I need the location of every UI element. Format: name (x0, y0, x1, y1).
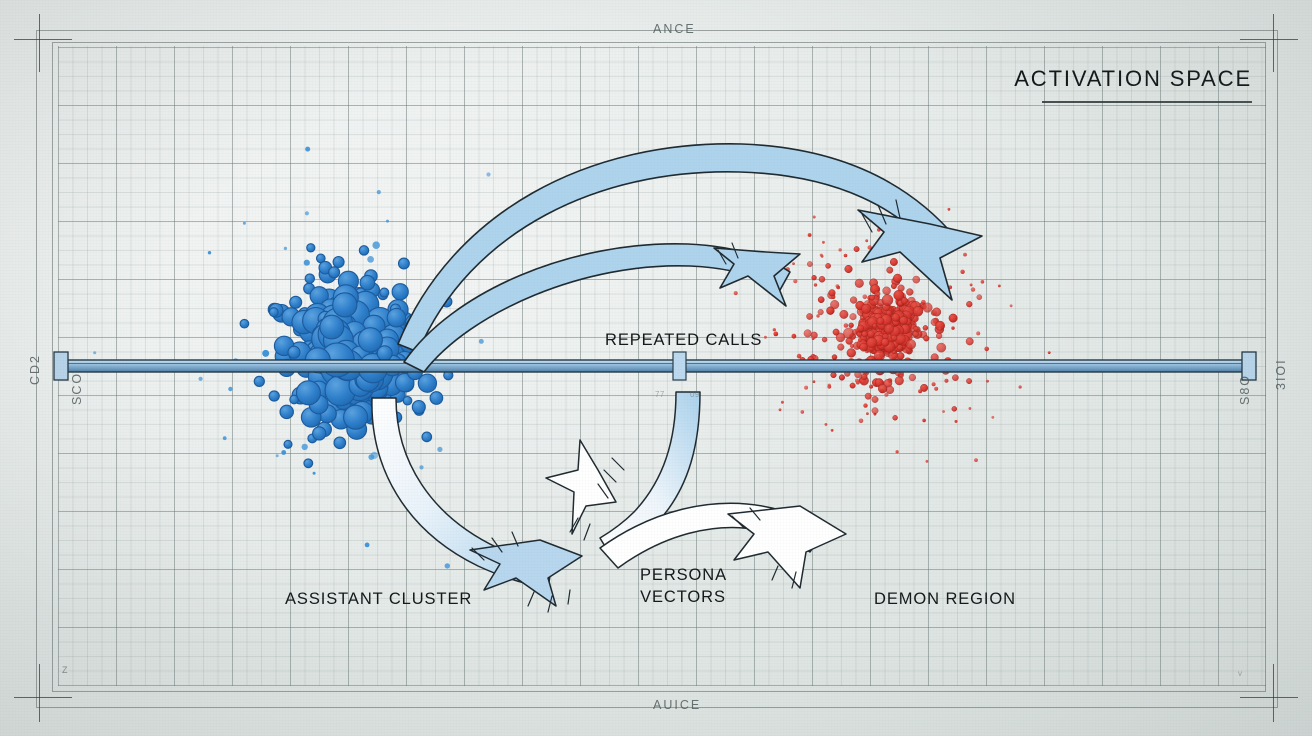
horizontal-axis-bar (53, 351, 1257, 381)
flow-arrow-assistant-to-demon-lower (403, 242, 801, 373)
edge-label-bottom: AUICE (653, 698, 702, 712)
label-persona-vectors-line1: PERSONA (640, 566, 728, 584)
flow-arrow-assistant-to-demon-upper (397, 143, 983, 353)
flow-arrow-persona-to-demon (599, 502, 847, 589)
corner-mark-bottom-left: Z (62, 665, 69, 675)
label-repeated-calls: REPEATED CALLS (605, 331, 763, 349)
registration-mark-bottom-left-h (14, 697, 72, 698)
registration-mark-bottom-right-h (1240, 697, 1298, 698)
axis-tick-label-right: 09 (690, 390, 700, 399)
registration-mark-top-left-v (39, 14, 40, 72)
edge-label-right-inner: S8O (1238, 373, 1252, 405)
registration-mark-bottom-right-v (1273, 664, 1274, 722)
demon-region-points (733, 207, 1051, 463)
frame-inner-border (52, 42, 1266, 692)
page-title: ACTIVATION SPACE (1014, 66, 1252, 91)
registration-mark-top-right-v (1273, 14, 1274, 72)
label-assistant-cluster: ASSISTANT CLUSTER (285, 590, 473, 608)
edge-label-left-inner: SCO (70, 371, 84, 405)
axis-tick-label-left: 77 (655, 390, 665, 399)
frame-outer-border (36, 30, 1278, 708)
label-persona-vectors-line2: VECTORS (640, 588, 726, 606)
edge-label-top: ANCE (653, 22, 696, 36)
assistant-cluster-points (93, 146, 536, 569)
label-demon-region: DEMON REGION (874, 590, 1016, 608)
registration-mark-top-right-h (1240, 39, 1298, 40)
registration-mark-top-left-h (14, 39, 72, 40)
corner-mark-bottom-right: v (1238, 669, 1243, 678)
edge-label-left-outer: CD2 (28, 353, 42, 385)
title-underline (1042, 101, 1252, 103)
registration-mark-bottom-left-v (39, 664, 40, 722)
title-block: ACTIVATION SPACE (1014, 66, 1252, 103)
edge-label-right-outer: 3IOI (1274, 358, 1288, 390)
flow-arrow-assistant-to-persona (371, 397, 583, 613)
